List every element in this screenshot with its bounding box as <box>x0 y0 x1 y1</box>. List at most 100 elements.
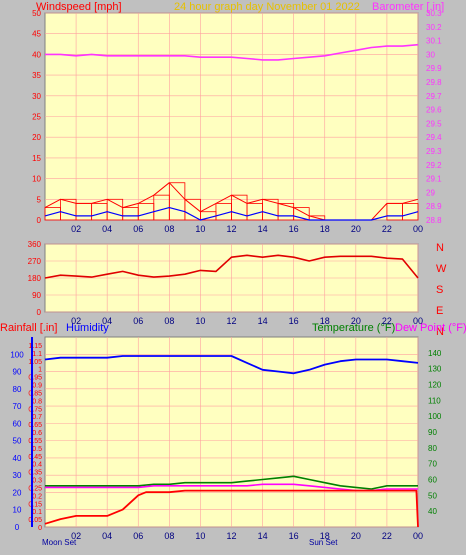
direction-y-tick-label: 90 <box>32 291 41 300</box>
wind-x-tick-label: 08 <box>164 224 174 234</box>
temp-x-tick-label: 06 <box>133 531 143 541</box>
moonset-label: Moon Set <box>42 538 77 547</box>
temp-x-tick-label: 04 <box>102 531 112 541</box>
wind-y-tick-label: 40 <box>32 50 41 59</box>
temp-x-tick-label: 08 <box>164 531 174 541</box>
rain-y-tick-label: 0.75 <box>28 406 42 413</box>
rain-y-tick-label: 0.3 <box>32 478 42 485</box>
wind-y-tick-label: 20 <box>32 133 41 142</box>
temp-x-tick-label: 14 <box>258 531 268 541</box>
temp-x-tick-label: 22 <box>382 531 392 541</box>
baro-y-tick-label: 29.4 <box>426 133 442 142</box>
wind-average-line <box>44 207 419 221</box>
rain-y-tick-label: 0.2 <box>32 493 42 500</box>
direction-y-tick-label: 180 <box>28 274 42 283</box>
direction-x-tick-label: 10 <box>195 316 205 326</box>
humidity-y-tick-label: 10 <box>13 506 22 515</box>
temp-y-tick-label: 40 <box>428 507 437 516</box>
baro-y-tick-label: 30.3 <box>426 9 442 18</box>
wind-x-tick-label: 00 <box>413 224 423 234</box>
wind-speed-bar <box>184 198 201 221</box>
humidity-line <box>44 355 419 375</box>
rain-y-tick-label: 1.1 <box>32 351 42 358</box>
rain-y-tick-label: 0.85 <box>28 390 42 397</box>
humidity-y-tick-label: 50 <box>13 437 22 446</box>
humidity-y-tick-label: 90 <box>13 368 22 377</box>
rain-y-tick-label: 1.05 <box>28 359 42 366</box>
wind-x-tick-label: 18 <box>320 224 330 234</box>
direction-x-tick-label: 18 <box>320 316 330 326</box>
temperature-axis-label: Temperature (°F) <box>312 322 395 334</box>
temp-y-tick-label: 90 <box>428 428 437 437</box>
baro-y-tick-label: 28.9 <box>426 202 442 211</box>
wind-y-tick-label: 30 <box>32 92 41 101</box>
wind-x-tick-label: 02 <box>71 224 81 234</box>
wind-y-tick-label: 45 <box>32 30 41 39</box>
humidity-axis-label: Humidity <box>66 322 109 334</box>
compass-label-n-top: N <box>436 242 444 254</box>
baro-y-tick-label: 29.7 <box>426 92 442 101</box>
rain-y-tick-label: 0.4 <box>32 462 42 469</box>
wind-x-tick-label: 22 <box>382 224 392 234</box>
compass-label-n-bottom: N <box>436 326 444 338</box>
baro-y-tick-label: 30 <box>426 50 435 59</box>
rain-y-tick-label: 1 <box>38 367 42 374</box>
temp-x-tick-label: 02 <box>71 531 81 541</box>
baro-y-tick-label: 28.8 <box>426 216 442 225</box>
rain-y-tick-label: 1.15 <box>28 343 42 350</box>
barometer-axis-label: Barometer [.in] <box>372 1 444 13</box>
baro-y-tick-label: 29.1 <box>426 175 442 184</box>
chart-title: 24 hour graph day November 01 2022 <box>174 1 360 13</box>
temperature-line <box>45 475 418 490</box>
compass-label-w: W <box>436 263 447 275</box>
direction-x-tick-label: 14 <box>258 316 268 326</box>
direction-y-tick-label: 0 <box>37 308 42 317</box>
rain-y-tick-label: 0.9 <box>32 383 42 390</box>
wind-y-tick-label: 10 <box>32 175 41 184</box>
baro-y-tick-label: 29.2 <box>426 161 442 170</box>
wind-y-tick-label: 35 <box>32 71 41 80</box>
wind-y-tick-label: 5 <box>37 195 42 204</box>
temp-y-tick-label: 110 <box>428 396 441 405</box>
direction-x-tick-label: 22 <box>382 316 392 326</box>
temp-x-tick-label: 12 <box>226 531 236 541</box>
dewpoint-axis-label: Dew Point (°F) <box>395 322 466 334</box>
rain-y-tick-label: 0.5 <box>32 446 42 453</box>
baro-y-tick-label: 30.1 <box>426 37 442 46</box>
compass-label-e: E <box>436 305 443 317</box>
temp-x-tick-label: 00 <box>413 531 423 541</box>
wind-speed-bar <box>293 207 310 221</box>
direction-x-tick-label: 08 <box>164 316 174 326</box>
direction-y-tick-label: 270 <box>28 257 42 266</box>
temp-y-tick-label: 130 <box>428 365 442 374</box>
baro-y-tick-label: 29.5 <box>426 119 442 128</box>
humidity-y-tick-label: 70 <box>13 402 22 411</box>
wind-x-tick-label: 14 <box>258 224 268 234</box>
direction-x-tick-label: 16 <box>289 316 299 326</box>
wind-x-tick-label: 06 <box>133 224 143 234</box>
temp-x-tick-label: 16 <box>289 531 299 541</box>
humidity-y-tick-label: 30 <box>13 471 22 480</box>
sunset-label: Sun Set <box>309 538 338 547</box>
direction-x-tick-label: 02 <box>71 316 81 326</box>
direction-x-tick-label: 12 <box>226 316 236 326</box>
baro-y-tick-label: 29.6 <box>426 106 442 115</box>
rain-y-tick-label: 0.95 <box>28 375 42 382</box>
temp-y-tick-label: 120 <box>428 381 442 390</box>
baro-y-tick-label: 30.2 <box>426 23 442 32</box>
direction-x-tick-label: 20 <box>351 316 361 326</box>
wind-x-tick-label: 20 <box>351 224 361 234</box>
temp-y-tick-label: 70 <box>428 460 437 469</box>
wind-x-tick-label: 16 <box>289 224 299 234</box>
wind-x-tick-label: 04 <box>102 224 112 234</box>
rain-y-tick-label: 0.45 <box>28 454 42 461</box>
direction-x-tick-label: 04 <box>102 316 112 326</box>
temp-y-tick-label: 60 <box>428 476 437 485</box>
rain-y-tick-label: 0 <box>38 525 42 532</box>
humidity-y-tick-label: 40 <box>13 454 22 463</box>
baro-y-tick-label: 29.9 <box>426 64 442 73</box>
rain-y-tick-label: 0.25 <box>28 485 42 492</box>
direction-y-tick-label: 360 <box>28 240 42 249</box>
rainfall-line <box>44 489 419 528</box>
